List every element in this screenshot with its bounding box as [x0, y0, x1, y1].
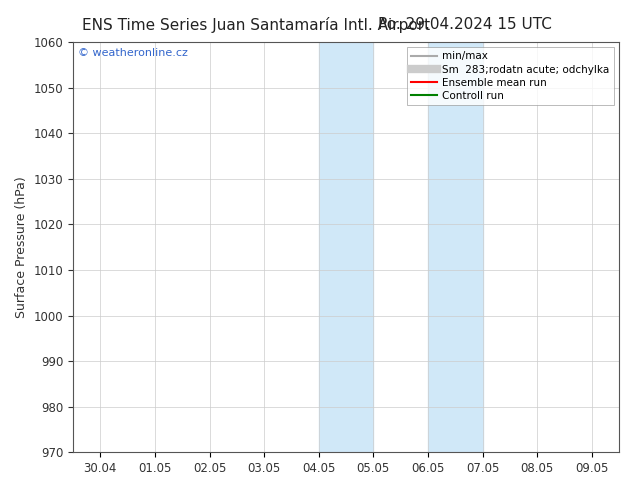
Bar — [319, 42, 373, 452]
Text: © weatheronline.cz: © weatheronline.cz — [79, 48, 188, 58]
Text: ENS Time Series Juan Santamaría Intl. Airport: ENS Time Series Juan Santamaría Intl. Ai… — [82, 17, 430, 33]
Legend: min/max, Sm  283;rodatn acute; odchylka, Ensemble mean run, Controll run: min/max, Sm 283;rodatn acute; odchylka, … — [407, 47, 614, 105]
Bar — [428, 42, 482, 452]
Y-axis label: Surface Pressure (hPa): Surface Pressure (hPa) — [15, 176, 28, 318]
Text: Po. 29.04.2024 15 UTC: Po. 29.04.2024 15 UTC — [378, 17, 552, 32]
